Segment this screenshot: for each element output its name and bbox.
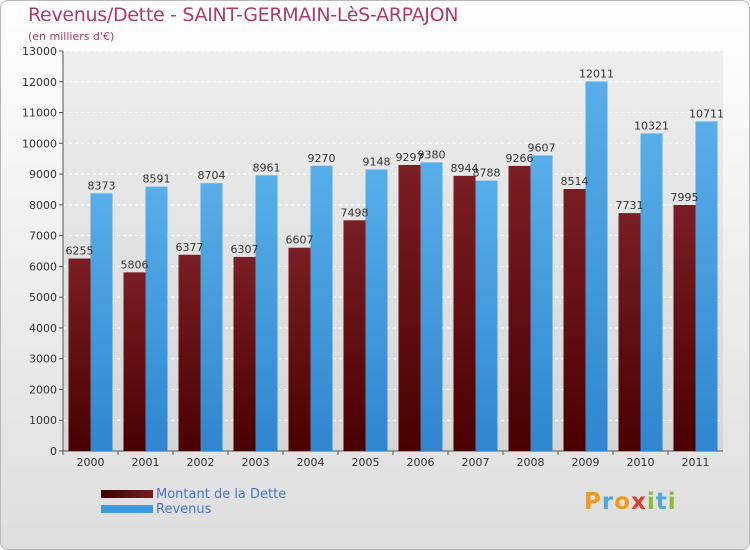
bar-dette bbox=[123, 272, 146, 451]
bar-revenus bbox=[585, 81, 608, 451]
y-tick-label: 8000 bbox=[29, 199, 57, 212]
x-tick-label: 2008 bbox=[517, 456, 545, 469]
bar-revenus bbox=[420, 162, 443, 451]
bar-revenus bbox=[640, 133, 663, 451]
logo-letter: i bbox=[667, 489, 677, 515]
y-tick-label: 0 bbox=[50, 445, 57, 458]
bar-revenus bbox=[90, 193, 113, 451]
legend-swatch-revenus bbox=[101, 505, 153, 513]
x-tick-label: 2007 bbox=[462, 456, 490, 469]
x-tick-label: 2009 bbox=[572, 456, 600, 469]
y-tick-label: 1000 bbox=[29, 414, 57, 427]
data-label: 8373 bbox=[88, 179, 116, 192]
plot-area bbox=[63, 51, 723, 451]
bar-dette bbox=[563, 189, 586, 451]
data-label: 9266 bbox=[506, 152, 534, 165]
data-label: 7498 bbox=[341, 206, 369, 219]
x-tick-label: 2010 bbox=[627, 456, 655, 469]
data-label: 7731 bbox=[616, 199, 644, 212]
legend-label-revenus: Revenus bbox=[156, 502, 212, 517]
x-tick-label: 2006 bbox=[407, 456, 435, 469]
y-tick-label: 13000 bbox=[22, 45, 57, 58]
x-tick-label: 2002 bbox=[187, 456, 215, 469]
bar-revenus bbox=[255, 175, 278, 451]
data-label: 9148 bbox=[363, 156, 391, 169]
bar-revenus bbox=[200, 183, 223, 451]
y-tick-label: 12000 bbox=[22, 76, 57, 89]
x-tick-label: 2003 bbox=[242, 456, 270, 469]
bar-dette bbox=[618, 213, 641, 451]
data-label: 10321 bbox=[634, 119, 669, 132]
data-label: 8944 bbox=[451, 162, 479, 175]
data-label: 8704 bbox=[198, 169, 226, 182]
x-tick-label: 2000 bbox=[77, 456, 105, 469]
legend-label-dette: Montant de la Dette bbox=[156, 487, 287, 502]
data-label: 8788 bbox=[473, 167, 501, 180]
data-label: 5806 bbox=[121, 258, 149, 271]
data-label: 6307 bbox=[231, 243, 259, 256]
data-label: 9270 bbox=[308, 152, 336, 165]
y-tick-label: 7000 bbox=[29, 230, 57, 243]
bar-dette bbox=[453, 175, 476, 452]
x-tick-label: 2004 bbox=[297, 456, 325, 469]
bar-dette bbox=[68, 258, 91, 451]
bar-dette bbox=[673, 205, 696, 451]
logo-letter: o bbox=[614, 489, 632, 515]
y-tick-label: 11000 bbox=[22, 107, 57, 120]
data-label: 8591 bbox=[143, 173, 171, 186]
y-tick-label: 5000 bbox=[29, 291, 57, 304]
bar-revenus bbox=[475, 180, 498, 451]
logo-letter: r bbox=[601, 489, 615, 515]
data-label: 6377 bbox=[176, 241, 204, 254]
bar-dette bbox=[508, 165, 531, 451]
bar-dette bbox=[398, 164, 421, 451]
data-label: 9607 bbox=[528, 141, 556, 154]
bar-revenus bbox=[365, 169, 388, 451]
bar-dette bbox=[343, 220, 366, 451]
chart-title: Revenus/Dette - SAINT-GERMAIN-LèS-ARPAJO… bbox=[28, 4, 459, 26]
data-label: 6607 bbox=[286, 234, 314, 247]
logo-letter: x bbox=[631, 489, 647, 515]
data-label: 9297 bbox=[396, 151, 424, 164]
bar-revenus bbox=[310, 165, 333, 451]
legend-swatch-dette bbox=[101, 490, 153, 498]
data-label: 10711 bbox=[689, 107, 724, 120]
x-tick-label: 2011 bbox=[682, 456, 710, 469]
bar-revenus bbox=[145, 186, 168, 451]
bar-revenus bbox=[695, 121, 718, 451]
y-tick-label: 2000 bbox=[29, 383, 57, 396]
data-label: 6255 bbox=[66, 245, 94, 258]
y-tick-label: 3000 bbox=[29, 353, 57, 366]
logo-letter: P bbox=[584, 489, 602, 515]
data-label: 9380 bbox=[418, 148, 446, 161]
bar-revenus bbox=[530, 155, 553, 451]
bar-dette bbox=[288, 247, 311, 451]
x-tick-label: 2001 bbox=[132, 456, 160, 469]
data-label: 7995 bbox=[671, 191, 699, 204]
y-tick-label: 10000 bbox=[22, 137, 57, 150]
bar-dette bbox=[233, 256, 256, 451]
x-tick-label: 2005 bbox=[352, 456, 380, 469]
data-label: 8961 bbox=[253, 161, 281, 174]
chart-subtitle: (en milliers d'€) bbox=[28, 30, 115, 43]
logo-letter: i bbox=[646, 489, 656, 515]
y-tick-label: 9000 bbox=[29, 168, 57, 181]
proxiti-logo: Proxiti bbox=[584, 489, 677, 515]
y-tick-label: 4000 bbox=[29, 322, 57, 335]
logo-letter: t bbox=[655, 489, 668, 515]
bar-dette bbox=[178, 254, 201, 451]
data-label: 8514 bbox=[561, 175, 589, 188]
y-tick-label: 6000 bbox=[29, 260, 57, 273]
data-label: 12011 bbox=[579, 67, 614, 80]
